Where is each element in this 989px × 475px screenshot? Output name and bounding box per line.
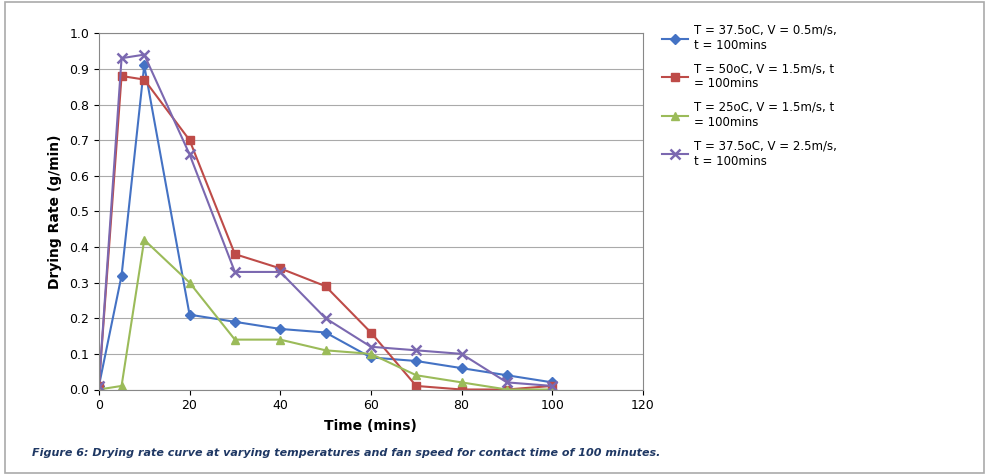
T = 37.5oC, V = 0.5m/s,
t = 100mins	[365, 354, 377, 360]
T = 50oC, V = 1.5m/s, t
= 100mins	[138, 77, 150, 83]
Line: T = 25oC, V = 1.5m/s, t
= 100mins: T = 25oC, V = 1.5m/s, t = 100mins	[95, 236, 557, 394]
Line: T = 37.5oC, V = 2.5m/s,
t = 100mins: T = 37.5oC, V = 2.5m/s, t = 100mins	[94, 50, 557, 391]
T = 50oC, V = 1.5m/s, t
= 100mins	[319, 283, 331, 289]
T = 37.5oC, V = 2.5m/s,
t = 100mins	[116, 56, 128, 61]
T = 37.5oC, V = 0.5m/s,
t = 100mins	[138, 63, 150, 68]
T = 37.5oC, V = 0.5m/s,
t = 100mins	[410, 358, 422, 364]
T = 50oC, V = 1.5m/s, t
= 100mins	[501, 387, 513, 392]
T = 50oC, V = 1.5m/s, t
= 100mins	[456, 387, 468, 392]
T = 37.5oC, V = 0.5m/s,
t = 100mins	[116, 273, 128, 278]
T = 50oC, V = 1.5m/s, t
= 100mins	[116, 73, 128, 79]
T = 37.5oC, V = 0.5m/s,
t = 100mins	[184, 312, 196, 318]
T = 37.5oC, V = 2.5m/s,
t = 100mins	[184, 152, 196, 157]
T = 50oC, V = 1.5m/s, t
= 100mins	[365, 330, 377, 335]
T = 37.5oC, V = 2.5m/s,
t = 100mins	[546, 383, 558, 389]
T = 25oC, V = 1.5m/s, t
= 100mins	[456, 380, 468, 385]
T = 37.5oC, V = 0.5m/s,
t = 100mins	[456, 365, 468, 371]
T = 37.5oC, V = 0.5m/s,
t = 100mins	[501, 372, 513, 378]
T = 25oC, V = 1.5m/s, t
= 100mins	[184, 280, 196, 285]
T = 25oC, V = 1.5m/s, t
= 100mins	[116, 383, 128, 389]
T = 37.5oC, V = 0.5m/s,
t = 100mins	[319, 330, 331, 335]
Y-axis label: Drying Rate (g/min): Drying Rate (g/min)	[48, 134, 62, 289]
T = 37.5oC, V = 2.5m/s,
t = 100mins	[365, 344, 377, 350]
T = 37.5oC, V = 2.5m/s,
t = 100mins	[410, 348, 422, 353]
Text: Figure 6: Drying rate curve at varying temperatures and fan speed for contact ti: Figure 6: Drying rate curve at varying t…	[32, 448, 661, 458]
T = 37.5oC, V = 2.5m/s,
t = 100mins	[319, 315, 331, 321]
T = 25oC, V = 1.5m/s, t
= 100mins	[138, 237, 150, 243]
Line: T = 37.5oC, V = 0.5m/s,
t = 100mins: T = 37.5oC, V = 0.5m/s, t = 100mins	[95, 62, 556, 390]
T = 50oC, V = 1.5m/s, t
= 100mins	[93, 383, 105, 389]
T = 50oC, V = 1.5m/s, t
= 100mins	[184, 137, 196, 143]
T = 25oC, V = 1.5m/s, t
= 100mins	[365, 351, 377, 357]
T = 37.5oC, V = 0.5m/s,
t = 100mins	[93, 383, 105, 389]
T = 50oC, V = 1.5m/s, t
= 100mins	[274, 266, 286, 271]
T = 25oC, V = 1.5m/s, t
= 100mins	[229, 337, 241, 342]
T = 25oC, V = 1.5m/s, t
= 100mins	[546, 387, 558, 392]
T = 25oC, V = 1.5m/s, t
= 100mins	[93, 387, 105, 392]
X-axis label: Time (mins): Time (mins)	[324, 419, 417, 433]
T = 25oC, V = 1.5m/s, t
= 100mins	[319, 348, 331, 353]
T = 25oC, V = 1.5m/s, t
= 100mins	[274, 337, 286, 342]
T = 37.5oC, V = 2.5m/s,
t = 100mins	[229, 269, 241, 275]
T = 50oC, V = 1.5m/s, t
= 100mins	[546, 383, 558, 389]
T = 37.5oC, V = 0.5m/s,
t = 100mins	[229, 319, 241, 325]
Legend: T = 37.5oC, V = 0.5m/s,
t = 100mins, T = 50oC, V = 1.5m/s, t
= 100mins, T = 25oC: T = 37.5oC, V = 0.5m/s, t = 100mins, T =…	[659, 20, 841, 171]
T = 37.5oC, V = 0.5m/s,
t = 100mins	[274, 326, 286, 332]
Line: T = 50oC, V = 1.5m/s, t
= 100mins: T = 50oC, V = 1.5m/s, t = 100mins	[95, 72, 557, 394]
T = 37.5oC, V = 2.5m/s,
t = 100mins	[93, 383, 105, 389]
T = 25oC, V = 1.5m/s, t
= 100mins	[410, 372, 422, 378]
T = 50oC, V = 1.5m/s, t
= 100mins	[410, 383, 422, 389]
T = 37.5oC, V = 2.5m/s,
t = 100mins	[138, 52, 150, 57]
T = 37.5oC, V = 0.5m/s,
t = 100mins	[546, 380, 558, 385]
T = 25oC, V = 1.5m/s, t
= 100mins	[501, 387, 513, 392]
T = 37.5oC, V = 2.5m/s,
t = 100mins	[274, 269, 286, 275]
T = 37.5oC, V = 2.5m/s,
t = 100mins	[456, 351, 468, 357]
T = 50oC, V = 1.5m/s, t
= 100mins	[229, 251, 241, 257]
T = 37.5oC, V = 2.5m/s,
t = 100mins	[501, 380, 513, 385]
